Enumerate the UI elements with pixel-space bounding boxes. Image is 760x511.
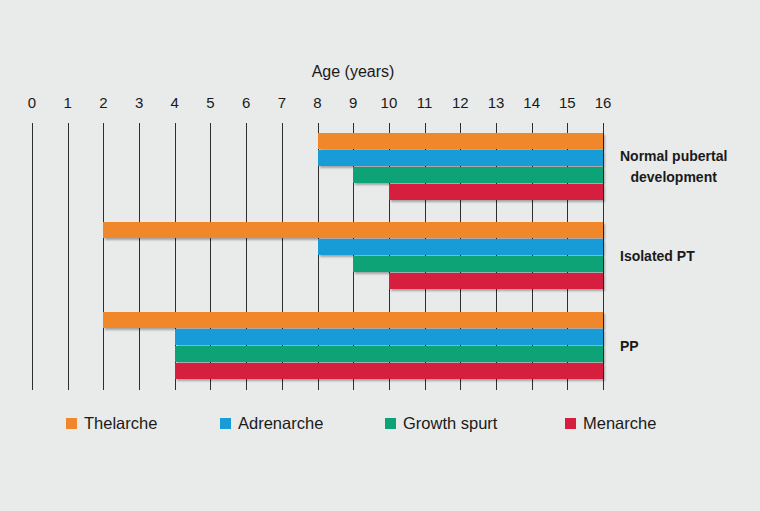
- x-tick-label-12: 12: [452, 94, 469, 111]
- x-tick-label-3: 3: [135, 94, 143, 111]
- bar-adrenarche-pp: [175, 329, 603, 345]
- pubertal-development-chart: Age (years) 012345678910111213141516Norm…: [0, 0, 760, 511]
- group-label-isolated-pt: Isolated PT: [620, 245, 695, 266]
- legend-item-growth-spurt: Growth spurt: [385, 412, 497, 434]
- group-label-normal-pubertal-development: Normal pubertal development: [620, 146, 727, 188]
- legend-label-growth-spurt: Growth spurt: [403, 414, 497, 433]
- group-label-pp: PP: [620, 335, 639, 356]
- legend-item-thelarche: Thelarche: [66, 412, 157, 434]
- legend-label-thelarche: Thelarche: [84, 414, 157, 433]
- x-tick-label-5: 5: [206, 94, 214, 111]
- bar-thelarche-isolated-pt: [103, 222, 603, 238]
- group-label-line: development: [631, 169, 717, 185]
- x-tick-label-10: 10: [381, 94, 398, 111]
- gridline-age-1: [68, 123, 69, 390]
- x-tick-label-2: 2: [99, 94, 107, 111]
- x-tick-label-16: 16: [595, 94, 612, 111]
- group-label-line: PP: [620, 337, 639, 353]
- legend-swatch-adrenarche: [220, 418, 231, 429]
- bar-growth-spurt-normal-pubertal-development: [353, 167, 603, 183]
- legend-item-menarche: Menarche: [565, 412, 656, 434]
- x-tick-label-11: 11: [417, 94, 433, 111]
- bar-thelarche-normal-pubertal-development: [318, 133, 604, 149]
- x-tick-label-7: 7: [278, 94, 286, 111]
- x-tick-label-9: 9: [349, 94, 357, 111]
- gridline-age-3: [139, 123, 140, 390]
- bar-menarche-normal-pubertal-development: [389, 184, 603, 200]
- bar-adrenarche-isolated-pt: [318, 239, 604, 255]
- legend-swatch-menarche: [565, 418, 576, 429]
- x-tick-label-14: 14: [523, 94, 540, 111]
- x-tick-label-15: 15: [559, 94, 576, 111]
- x-tick-label-0: 0: [28, 94, 36, 111]
- bar-adrenarche-normal-pubertal-development: [318, 150, 604, 166]
- group-label-line: Isolated PT: [620, 247, 695, 263]
- bar-menarche-isolated-pt: [389, 273, 603, 289]
- bar-growth-spurt-isolated-pt: [353, 256, 603, 272]
- x-tick-label-13: 13: [488, 94, 505, 111]
- x-axis-title: Age (years): [312, 63, 395, 81]
- bar-thelarche-pp: [103, 312, 603, 328]
- gridline-age-2: [103, 123, 104, 390]
- bar-menarche-pp: [175, 363, 603, 379]
- x-tick-label-1: 1: [64, 94, 72, 111]
- legend-swatch-growth-spurt: [385, 418, 396, 429]
- gridline-age-16: [603, 123, 604, 390]
- x-tick-label-6: 6: [242, 94, 250, 111]
- group-label-line: Normal pubertal: [620, 148, 727, 164]
- legend-item-adrenarche: Adrenarche: [220, 412, 323, 434]
- legend-swatch-thelarche: [66, 418, 77, 429]
- legend-label-menarche: Menarche: [583, 414, 656, 433]
- legend-label-adrenarche: Adrenarche: [238, 414, 323, 433]
- x-tick-label-4: 4: [171, 94, 179, 111]
- gridline-age-0: [32, 123, 33, 390]
- x-tick-label-8: 8: [313, 94, 321, 111]
- legend: Thelarche Adrenarche Growth spurt Menarche: [0, 412, 760, 434]
- bar-growth-spurt-pp: [175, 346, 603, 362]
